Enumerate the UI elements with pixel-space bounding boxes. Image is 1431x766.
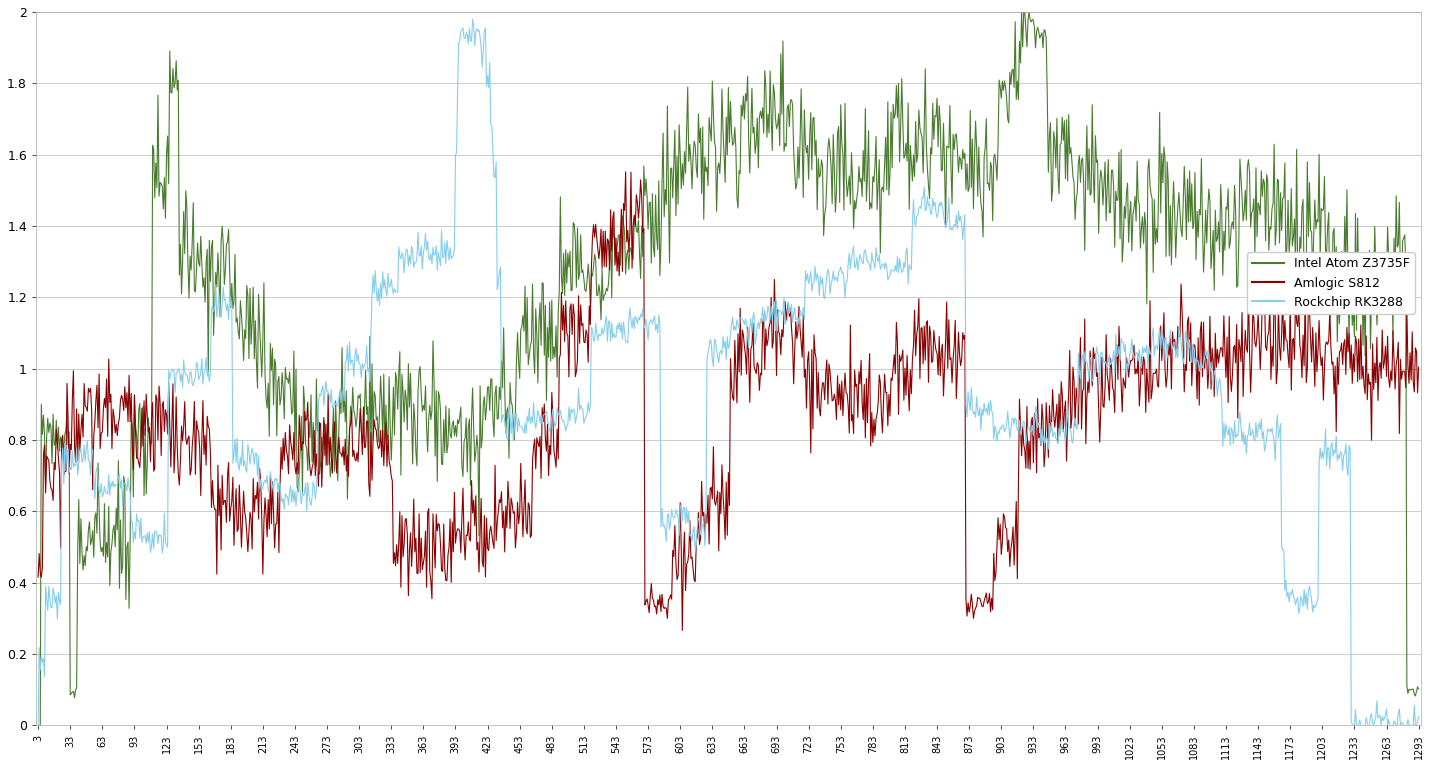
Rockchip RK3288 bbox=[960, 388, 977, 397]
Legend: Intel Atom Z3735F, Amlogic S812, Rockchip RK3288: Intel Atom Z3735F, Amlogic S812, Rockchi… bbox=[1248, 252, 1414, 314]
Amlogic S812 bbox=[398, 514, 415, 523]
Amlogic S812 bbox=[1288, 318, 1305, 327]
Line: Amlogic S812: Amlogic S812 bbox=[39, 172, 1418, 630]
Intel Atom Z3735F bbox=[959, 159, 976, 169]
Rockchip RK3288 bbox=[1410, 712, 1427, 722]
Rockchip RK3288 bbox=[30, 721, 47, 730]
Rockchip RK3288 bbox=[880, 272, 897, 281]
Intel Atom Z3735F bbox=[361, 332, 378, 341]
Rockchip RK3288 bbox=[398, 244, 415, 254]
Intel Atom Z3735F bbox=[1013, 8, 1030, 17]
Intel Atom Z3735F bbox=[1410, 684, 1427, 693]
Amlogic S812 bbox=[1308, 329, 1325, 338]
Line: Intel Atom Z3735F: Intel Atom Z3735F bbox=[39, 12, 1418, 725]
Amlogic S812 bbox=[960, 607, 977, 617]
Rockchip RK3288 bbox=[361, 377, 378, 386]
Intel Atom Z3735F bbox=[1307, 195, 1324, 205]
Amlogic S812 bbox=[361, 492, 378, 501]
Amlogic S812 bbox=[617, 167, 634, 176]
Amlogic S812 bbox=[30, 572, 47, 581]
Intel Atom Z3735F bbox=[879, 97, 896, 106]
Intel Atom Z3735F bbox=[1286, 262, 1304, 271]
Amlogic S812 bbox=[674, 626, 691, 635]
Rockchip RK3288 bbox=[1307, 603, 1324, 612]
Intel Atom Z3735F bbox=[398, 394, 415, 404]
Rockchip RK3288 bbox=[1286, 600, 1304, 609]
Intel Atom Z3735F bbox=[30, 721, 47, 730]
Line: Rockchip RK3288: Rockchip RK3288 bbox=[39, 19, 1418, 725]
Rockchip RK3288 bbox=[464, 15, 481, 24]
Amlogic S812 bbox=[881, 411, 899, 421]
Amlogic S812 bbox=[1410, 362, 1427, 372]
